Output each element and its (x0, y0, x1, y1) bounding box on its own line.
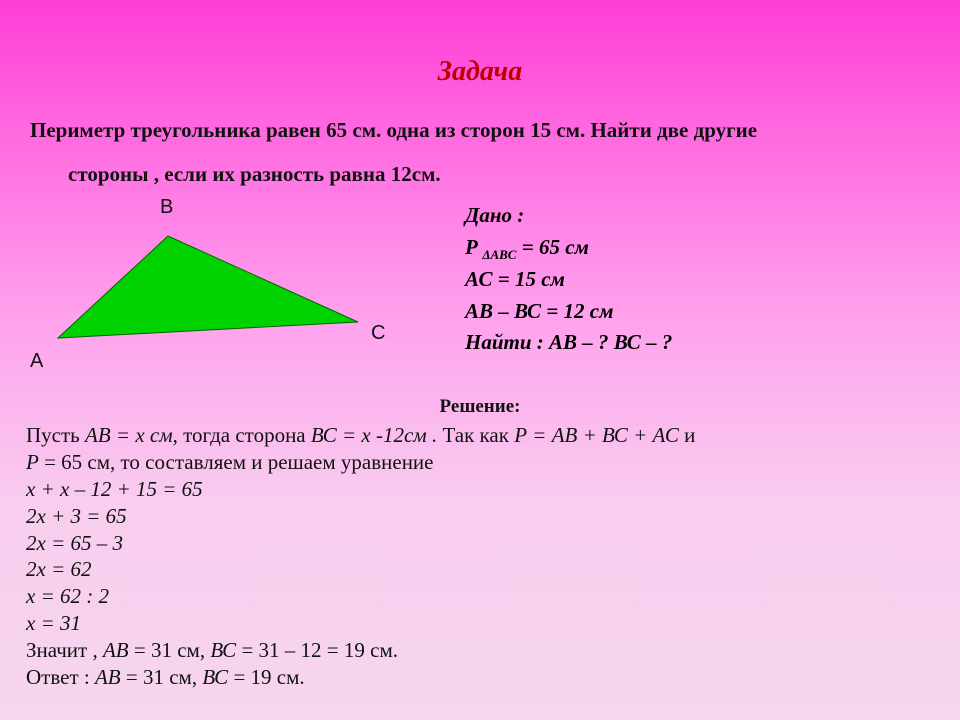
sol-res1b: АВ (103, 638, 129, 662)
solution-eq-1: x + x – 12 + 15 = 65 (26, 476, 934, 503)
solution-eq-5: x = 62 : 2 (26, 583, 934, 610)
problem-line-1: Периметр треугольника равен 65 см. одна … (30, 108, 930, 152)
vertex-a-label: A (30, 350, 43, 373)
problem-line-2: стороны , если их разность равна 12см. (30, 152, 930, 196)
sol-l1b: АВ = х см (85, 423, 173, 447)
problem-title: Задача (0, 56, 960, 88)
p-value: = 65 см (516, 235, 588, 259)
sol-l2a: Р (26, 450, 39, 474)
solution-line-1: Пусть АВ = х см, тогда сторона ВС = х -1… (26, 422, 934, 449)
solution-block: Пусть АВ = х см, тогда сторона ВС = х -1… (26, 422, 934, 691)
sol-ans1c: = 31 см, (121, 665, 203, 689)
problem-statement: Периметр треугольника равен 65 см. одна … (30, 108, 930, 196)
sol-l1a: Пусть (26, 423, 85, 447)
p-subscript: ΔABC (482, 247, 516, 262)
sol-l1g: и (679, 423, 696, 447)
solution-eq-6: x = 31 (26, 610, 934, 637)
sol-res1e: = 31 – 12 = 19 см. (236, 638, 398, 662)
triangle-svg (48, 228, 378, 348)
solution-eq-3: 2x = 65 – 3 (26, 530, 934, 557)
vertex-c-label: C (371, 322, 385, 345)
sol-ans1d: ВС (202, 665, 228, 689)
sol-res1a: Значит , (26, 638, 103, 662)
given-ac: АС = 15 см (465, 264, 672, 296)
given-find: Найти : АВ – ? ВС – ? (465, 327, 672, 359)
solution-eq-4: 2x = 62 (26, 556, 934, 583)
solution-heading: Решение: (0, 396, 960, 418)
given-block: Дано : P ΔABC = 65 см АС = 15 см АВ – ВС… (465, 200, 672, 359)
sol-ans1e: = 19 см. (228, 665, 304, 689)
given-diff: АВ – ВС = 12 см (465, 296, 672, 328)
sol-l1f: Р = АВ + ВС + АС (514, 423, 679, 447)
sol-l1c: , тогда сторона (173, 423, 311, 447)
triangle-shape (58, 236, 358, 338)
sol-l1e: Так как (437, 423, 514, 447)
sol-ans1b: АВ (95, 665, 121, 689)
sol-l1d: ВС = х -12см . (311, 423, 437, 447)
triangle-figure: A B C (30, 200, 430, 390)
solution-answer: Ответ : АВ = 31 см, ВС = 19 см. (26, 664, 934, 691)
given-perimeter: P ΔABC = 65 см (465, 232, 672, 265)
sol-res1c: = 31 см, (129, 638, 211, 662)
sol-ans1a: Ответ : (26, 665, 95, 689)
given-heading: Дано : (465, 200, 672, 232)
solution-line-2: Р = 65 см, то составляем и решаем уравне… (26, 449, 934, 476)
sol-l2b: = 65 см, то составляем и решаем уравнени… (39, 450, 434, 474)
solution-result: Значит , АВ = 31 см, ВС = 31 – 12 = 19 с… (26, 637, 934, 664)
solution-eq-2: 2x + 3 = 65 (26, 503, 934, 530)
p-symbol: P (465, 235, 477, 259)
sol-res1d: ВС (210, 638, 236, 662)
vertex-b-label: B (160, 196, 173, 219)
